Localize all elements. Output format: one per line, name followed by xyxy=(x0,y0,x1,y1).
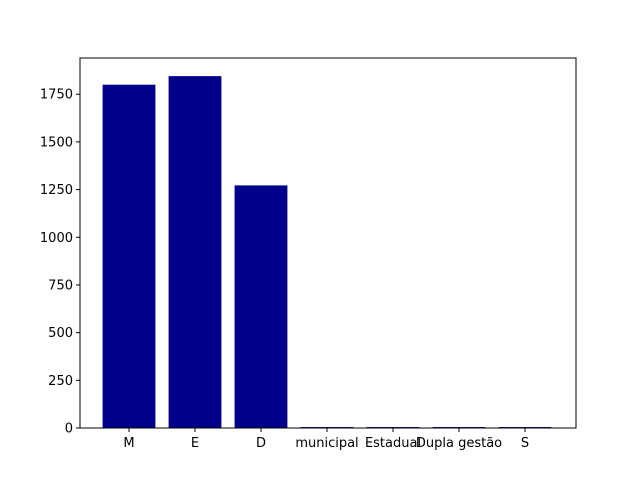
y-tick-label-7: 1750 xyxy=(40,88,73,103)
y-tick-label-0: 0 xyxy=(65,422,73,437)
bar-1 xyxy=(168,76,222,429)
x-tick-label-4: Estadual xyxy=(365,436,421,451)
x-tick-label-3: municipal xyxy=(295,436,358,451)
x-tick-label-1: E xyxy=(191,436,199,451)
x-tick-label-0: M xyxy=(123,436,134,451)
x-tick-label-6: S xyxy=(521,436,529,451)
y-tick-label-1: 250 xyxy=(48,374,73,389)
y-axis: 0 250 500 750 1000 1250 1500 1750 xyxy=(40,88,80,437)
y-tick-label-3: 750 xyxy=(48,278,73,293)
bars-group xyxy=(102,76,552,429)
x-tick-label-5: Dupla gestão xyxy=(416,436,502,451)
plot-frame xyxy=(79,57,577,429)
x-tick-label-2: D xyxy=(256,436,266,451)
bar-0 xyxy=(102,84,156,428)
y-tick-label-4: 1000 xyxy=(40,231,73,246)
y-tick-label-6: 1500 xyxy=(40,135,73,150)
y-tick-label-5: 1250 xyxy=(40,183,73,198)
bar-2 xyxy=(234,185,288,428)
y-tick-label-2: 500 xyxy=(48,326,73,341)
